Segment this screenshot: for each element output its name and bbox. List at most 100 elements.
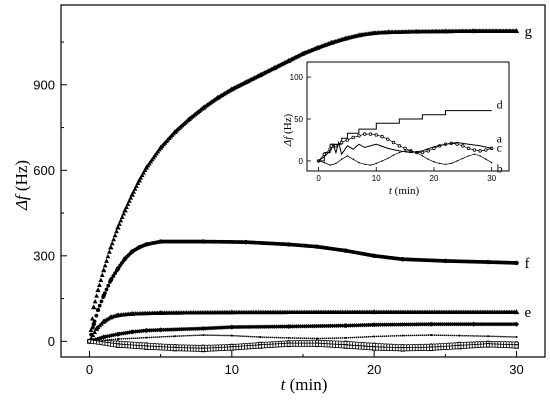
series-marker: [146, 336, 149, 339]
series-marker: [126, 337, 129, 340]
series-marker: [113, 332, 118, 337]
series-marker: [273, 336, 276, 339]
series-marker: [391, 335, 394, 337]
series-marker: [194, 334, 196, 337]
series-marker: [198, 334, 200, 337]
x-tick-label: 0: [86, 362, 93, 377]
inset-series-label-c: c: [497, 140, 502, 154]
series-marker: [291, 337, 294, 339]
series-marker: [128, 195, 134, 200]
series-marker: [309, 337, 312, 340]
series-marker: [285, 337, 288, 339]
series-marker: [509, 336, 511, 338]
series-marker: [111, 332, 116, 338]
x-tick-label: 20: [367, 362, 381, 377]
series-marker: [128, 337, 131, 340]
inset-data-point: [369, 164, 372, 166]
series-marker: [339, 337, 342, 339]
series-b: [87, 339, 519, 353]
series-marker: [118, 218, 124, 223]
series-marker: [435, 334, 438, 336]
series-marker: [403, 334, 406, 337]
series-marker: [190, 334, 192, 337]
series-marker: [505, 335, 507, 338]
series-marker: [475, 335, 477, 337]
series-marker: [495, 335, 497, 338]
inset-plot-frame: [306, 61, 510, 172]
series-marker: [90, 325, 95, 330]
series-marker: [180, 335, 182, 337]
series-marker: [315, 337, 318, 340]
series-marker: [363, 336, 366, 338]
series-marker: [116, 338, 119, 340]
series-marker: [369, 335, 372, 338]
series-marker: [493, 335, 495, 338]
series-marker: [168, 335, 171, 338]
inset-data-point: [403, 146, 407, 151]
y-tick-label: 600: [33, 163, 55, 178]
series-marker: [449, 334, 452, 337]
inset-data-point: [467, 155, 470, 157]
series-marker: [99, 272, 105, 277]
x-tick-label: 30: [509, 362, 523, 377]
inset-series-label-a: a: [497, 131, 503, 145]
series-marker: [119, 214, 125, 219]
series-marker: [242, 335, 244, 338]
series-marker: [385, 335, 388, 337]
inset-series-c: [318, 140, 492, 162]
series-marker: [234, 334, 236, 337]
inset-data-point: [398, 151, 401, 154]
inset-data-point: [387, 157, 389, 160]
series-marker: [443, 334, 446, 337]
series-marker: [367, 335, 370, 338]
series-marker: [271, 336, 274, 339]
series-marker: [238, 335, 240, 337]
series-marker: [138, 175, 144, 180]
y-tick-label: 300: [33, 248, 55, 263]
inset-data-point: [340, 158, 343, 160]
inset-data-point: [426, 149, 430, 153]
series-marker: [411, 334, 414, 337]
series-marker: [92, 299, 98, 304]
series-marker: [514, 344, 519, 349]
main-plot-frame: [60, 4, 546, 358]
main-series-layer: [86, 28, 520, 353]
series-marker: [89, 316, 95, 321]
series-marker: [373, 335, 376, 338]
series-marker: [399, 334, 402, 337]
inset-data-point: [381, 160, 383, 162]
series-marker: [101, 334, 106, 340]
series-marker: [327, 337, 330, 340]
x-tick-label: 10: [225, 362, 239, 377]
inset-data-point: [322, 152, 327, 156]
series-marker: [379, 335, 382, 338]
series-marker: [279, 336, 282, 339]
series-marker: [425, 334, 428, 336]
series-marker: [140, 337, 143, 339]
inset-data-point: [375, 162, 377, 165]
series-marker: [124, 204, 129, 209]
series-marker: [415, 334, 418, 337]
series-marker: [413, 334, 416, 337]
series-marker: [337, 337, 340, 339]
series-marker: [254, 335, 256, 338]
series-marker: [105, 253, 111, 259]
inset-data-point: [427, 158, 429, 160]
series-marker: [129, 192, 135, 197]
inset-series-layer: [316, 110, 494, 166]
series-marker: [210, 334, 212, 337]
y-tick-label: 900: [33, 77, 55, 92]
series-marker: [178, 335, 180, 337]
series-marker: [295, 337, 298, 339]
series-marker: [174, 335, 177, 338]
inset-data-point: [345, 138, 350, 142]
series-marker: [437, 334, 440, 337]
series-marker: [130, 337, 133, 340]
inset-y-tick-label: 50: [294, 115, 303, 124]
series-marker: [214, 334, 216, 337]
inset-data-point: [461, 144, 465, 148]
inset-data-point: [410, 150, 412, 152]
series-marker: [515, 336, 517, 338]
series-d: [86, 321, 520, 344]
